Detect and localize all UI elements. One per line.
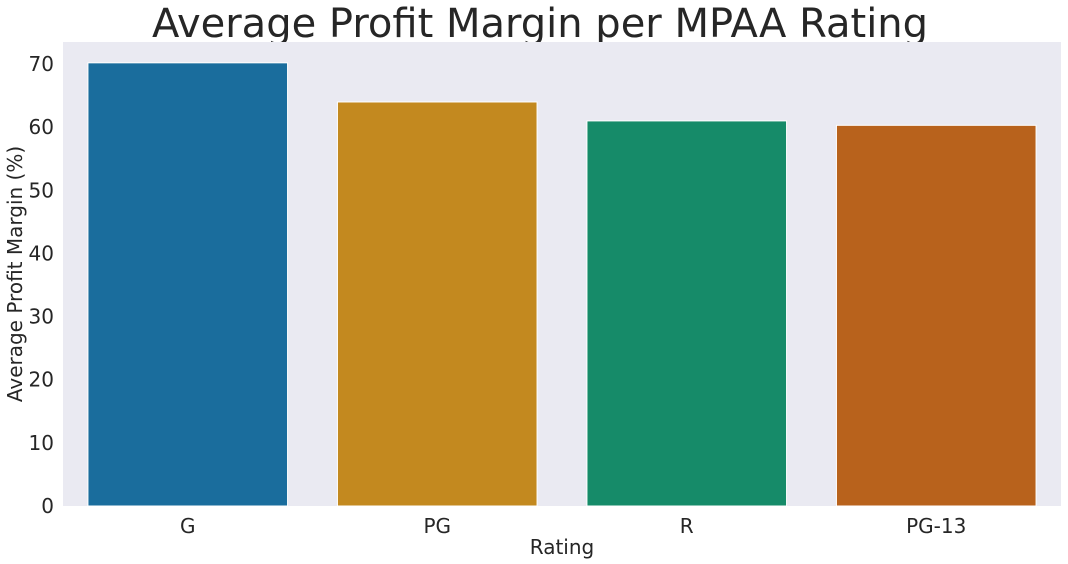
y-tick-label: 60 bbox=[29, 115, 54, 139]
y-tick-label: 50 bbox=[29, 178, 54, 202]
x-tick-label: PG-13 bbox=[906, 514, 966, 538]
y-axis-ticks: 0 10 20 30 40 50 60 70 bbox=[29, 52, 54, 518]
y-tick-label: 20 bbox=[29, 368, 54, 392]
x-tick-label: R bbox=[680, 514, 694, 538]
y-tick-label: 40 bbox=[29, 241, 54, 265]
chart-title: Average Profit Margin per MPAA Rating bbox=[152, 1, 928, 47]
y-tick-label: 10 bbox=[29, 431, 54, 455]
x-axis-label: Rating bbox=[530, 535, 594, 559]
y-tick-label: 0 bbox=[41, 494, 54, 518]
bars bbox=[87, 62, 1037, 507]
bar-g bbox=[87, 62, 289, 507]
x-axis-ticks: G PG R PG-13 bbox=[180, 514, 966, 538]
y-tick-label: 70 bbox=[29, 52, 54, 76]
x-tick-label: G bbox=[180, 514, 196, 538]
x-tick-label: PG bbox=[423, 514, 451, 538]
y-axis-label: Average Profit Margin (%) bbox=[3, 146, 27, 402]
y-tick-label: 30 bbox=[29, 305, 54, 329]
bar-pg bbox=[336, 101, 538, 507]
bar-r bbox=[586, 120, 788, 507]
bar-pg-13 bbox=[835, 124, 1037, 507]
